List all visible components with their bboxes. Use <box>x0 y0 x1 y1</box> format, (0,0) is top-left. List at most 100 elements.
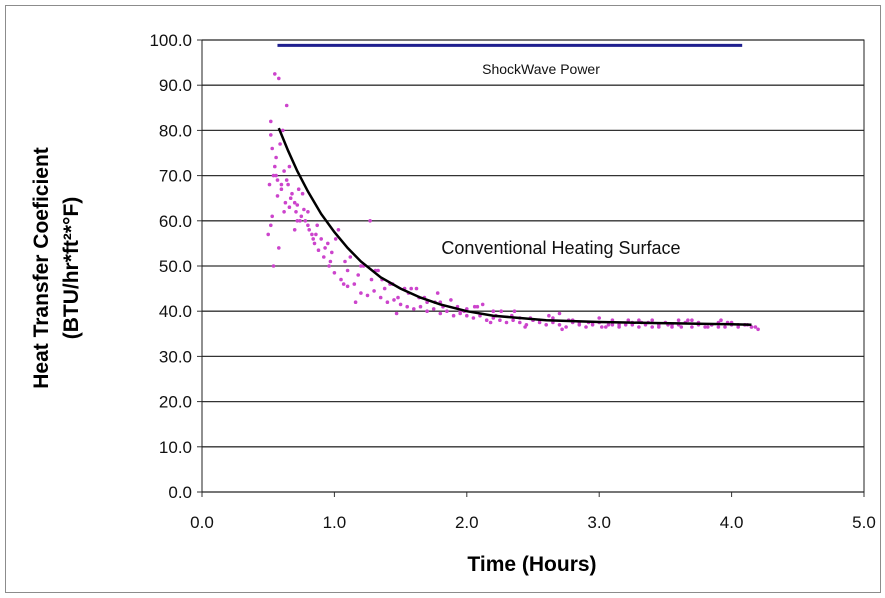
data-point <box>343 259 347 264</box>
data-point <box>284 178 289 182</box>
data-point <box>294 210 298 214</box>
y-tick-label: 60.0 <box>159 212 192 231</box>
x-tick-label: 4.0 <box>720 513 744 532</box>
data-point <box>491 309 496 314</box>
data-point <box>341 282 346 286</box>
data-point <box>299 214 304 219</box>
data-point <box>475 304 480 309</box>
data-point <box>690 325 694 329</box>
data-point <box>547 313 551 318</box>
data-point <box>376 268 380 273</box>
data-point <box>657 325 661 329</box>
data-point <box>557 323 562 327</box>
data-point <box>273 164 277 169</box>
data-point <box>703 325 707 329</box>
data-point <box>282 169 286 173</box>
scatter-points <box>266 72 760 332</box>
x-axis-label: Time (Hours) <box>467 553 596 576</box>
data-point <box>292 200 297 205</box>
data-point <box>690 318 694 323</box>
data-point <box>723 325 727 329</box>
data-point <box>275 178 280 182</box>
data-point <box>326 241 330 246</box>
data-point <box>637 325 641 329</box>
data-point <box>719 318 723 323</box>
y-axis-label: Heat Transfer Coeficient (BTU/hr*ft²*°F) <box>30 147 83 389</box>
data-point <box>472 304 477 309</box>
data-point <box>266 232 271 237</box>
x-tick-label: 2.0 <box>455 513 479 532</box>
data-point <box>438 311 443 316</box>
data-point <box>465 313 469 318</box>
data-point <box>352 282 357 286</box>
data-point <box>676 318 681 323</box>
data-point <box>480 302 485 307</box>
data-point <box>300 191 305 196</box>
data-point <box>345 268 350 273</box>
data-point <box>484 318 489 323</box>
data-point <box>369 277 374 282</box>
data-point <box>288 196 293 200</box>
data-point <box>584 325 588 329</box>
data-point <box>306 210 310 214</box>
data-point <box>451 313 456 318</box>
data-point <box>630 323 635 327</box>
data-point <box>382 286 387 291</box>
data-point <box>271 173 276 178</box>
data-point <box>270 214 275 219</box>
data-point <box>302 207 306 212</box>
data-point <box>564 325 568 329</box>
y-tick-label: 90.0 <box>159 76 192 95</box>
y-axis-label-line1: Heat Transfer Coeficient <box>30 147 53 389</box>
y-tick-label: 80.0 <box>159 121 192 140</box>
data-point <box>445 309 449 314</box>
data-point <box>753 325 758 329</box>
data-point <box>356 273 361 277</box>
data-point <box>418 304 423 309</box>
data-point <box>551 316 555 320</box>
data-point <box>405 304 410 309</box>
data-point <box>310 232 314 237</box>
data-point <box>650 325 654 329</box>
data-point <box>396 295 400 300</box>
data-point <box>287 164 292 169</box>
data-point <box>544 323 548 327</box>
data-point <box>686 318 690 323</box>
data-point <box>560 327 564 332</box>
x-axis-tick-labels: 0.0 1.0 2.0 3.0 4.0 5.0 <box>190 513 876 532</box>
data-point <box>749 325 754 329</box>
data-point <box>359 264 363 268</box>
y-axis-label-line2: (BTU/hr*ft²*°F) <box>60 197 83 340</box>
data-point <box>498 318 502 323</box>
data-point <box>281 128 285 133</box>
data-point <box>504 320 509 325</box>
data-point <box>600 325 604 329</box>
data-point <box>295 219 300 223</box>
data-point <box>511 318 515 323</box>
fit-curve <box>277 127 752 327</box>
data-point <box>269 133 273 137</box>
data-point <box>412 307 416 311</box>
data-point <box>283 200 288 205</box>
plot-area <box>201 39 865 493</box>
data-point <box>523 325 527 329</box>
data-point <box>269 223 273 228</box>
data-point <box>679 325 684 329</box>
y-tick-label: 40.0 <box>159 302 192 321</box>
data-point <box>311 237 316 241</box>
data-point <box>292 228 297 232</box>
gridlines <box>197 39 865 497</box>
data-point <box>316 248 321 252</box>
data-point <box>597 316 601 320</box>
data-point <box>499 309 504 314</box>
data-point <box>650 318 654 323</box>
data-point <box>270 146 275 151</box>
data-point <box>491 316 496 320</box>
data-point <box>756 327 760 332</box>
data-point <box>323 246 327 250</box>
data-point <box>368 219 372 223</box>
data-point <box>315 223 320 228</box>
data-point <box>518 320 522 325</box>
data-point <box>287 205 292 209</box>
